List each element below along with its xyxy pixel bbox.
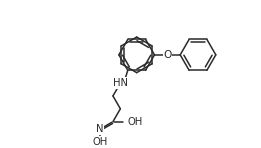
Text: HN: HN [113, 78, 128, 88]
Text: N: N [96, 124, 104, 134]
Text: OH: OH [92, 137, 108, 147]
Text: O: O [163, 50, 171, 60]
Text: OH: OH [128, 117, 143, 127]
